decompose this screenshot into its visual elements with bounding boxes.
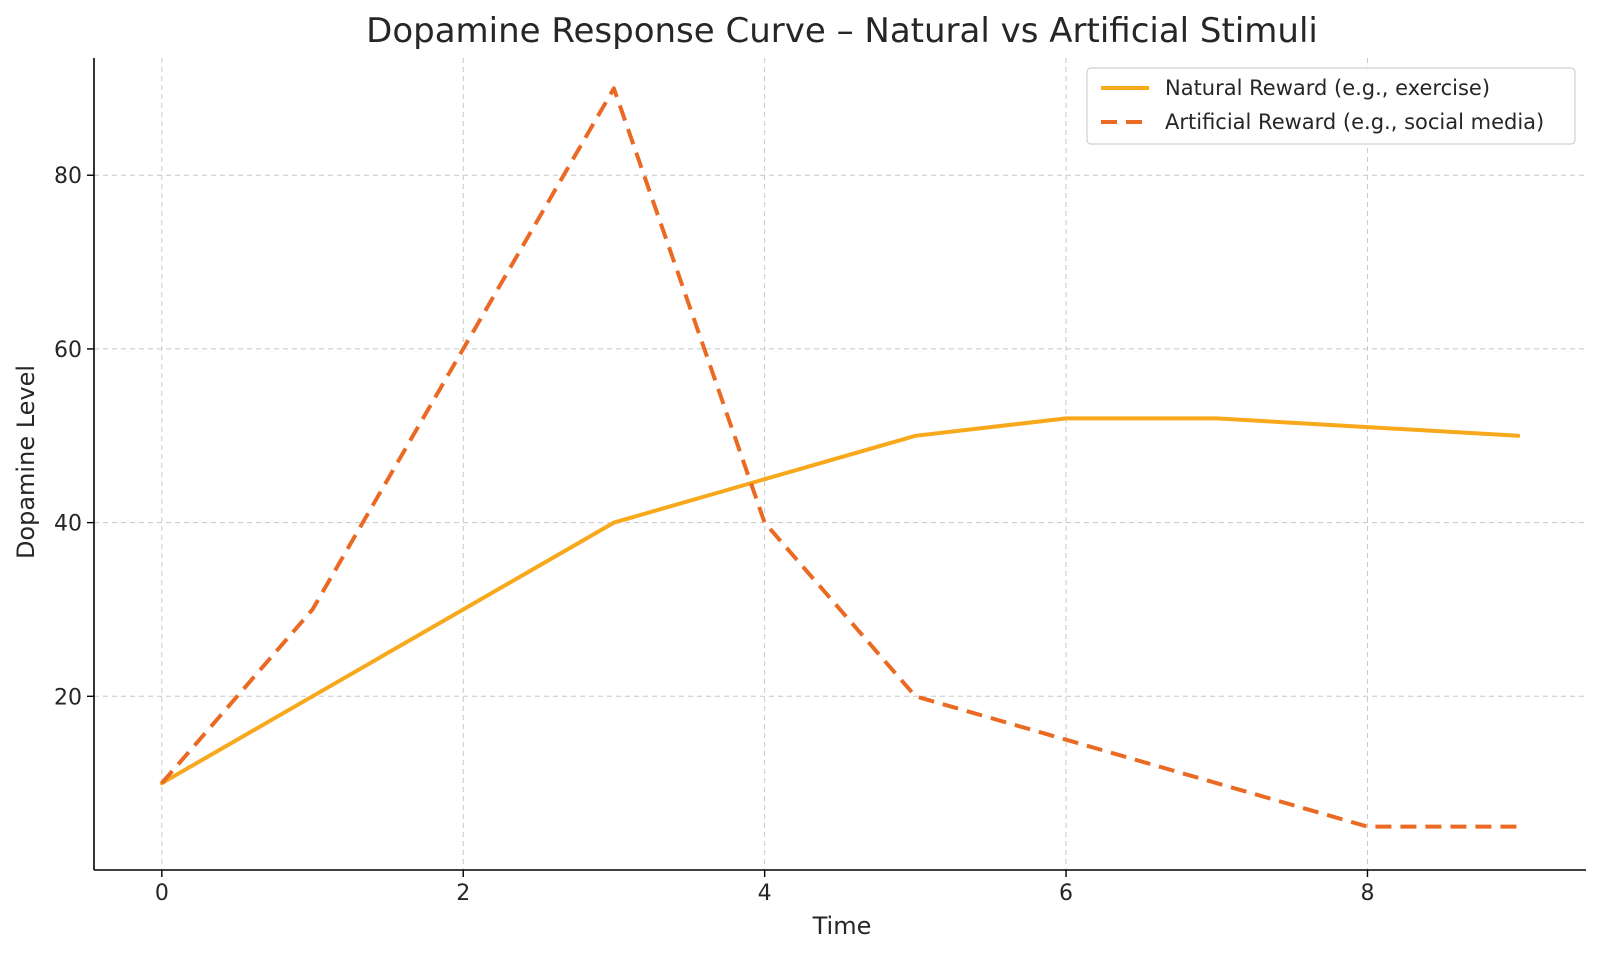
x-tick-label: 4 — [758, 881, 772, 906]
x-tick-label: 8 — [1360, 881, 1374, 906]
x-tick-label: 2 — [456, 881, 470, 906]
x-axis-label: Time — [812, 912, 872, 940]
y-tick-label: 20 — [54, 685, 82, 710]
y-axis-label: Dopamine Level — [12, 365, 40, 559]
legend-label-2: Artificial Reward (e.g., social media) — [1165, 110, 1544, 134]
legend-label-1: Natural Reward (e.g., exercise) — [1165, 76, 1490, 100]
ticks: 0 2 4 6 8 20 40 60 80 — [54, 164, 1374, 906]
series-layer — [159, 86, 1521, 829]
legend-frame — [1086, 67, 1576, 145]
chart-title: Dopamine Response Curve – Natural vs Art… — [366, 11, 1318, 51]
legend: Natural Reward (e.g., exercise) Artificia… — [1086, 67, 1576, 145]
series-line-1 — [159, 416, 1521, 786]
x-tick-label: 6 — [1059, 881, 1073, 906]
axes — [93, 58, 1586, 871]
y-tick-label: 80 — [54, 164, 82, 189]
x-tick-label: 0 — [155, 881, 169, 906]
y-tick-label: 40 — [54, 512, 82, 537]
y-tick-label: 60 — [54, 338, 82, 363]
grid — [94, 58, 1586, 870]
series-line-2 — [160, 86, 1519, 829]
